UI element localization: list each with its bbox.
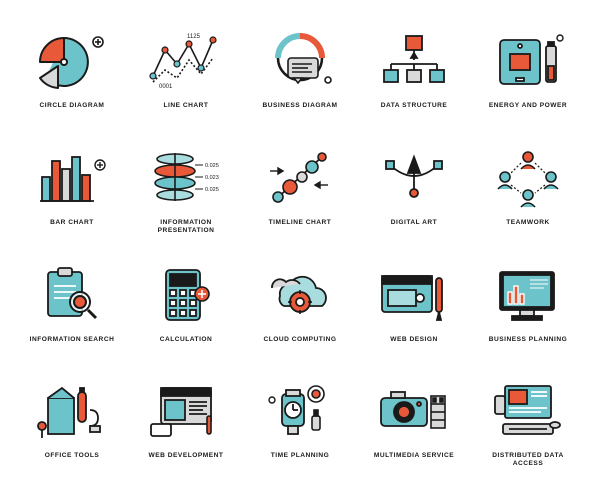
label: INFORMATIONPRESENTATION (158, 219, 215, 235)
cell-data-structure: DATA STRUCTURE (360, 24, 468, 127)
timeline-chart-icon (258, 141, 342, 215)
label: CLOUD COMPUTING (263, 336, 336, 344)
cell-business-diagram: BUSINESS DIAGRAM (246, 24, 354, 127)
digital-art-icon (372, 141, 456, 215)
label: BUSINESS PLANNING (489, 336, 567, 344)
label: BUSINESS DIAGRAM (262, 102, 337, 110)
label: WEB DEVELOPMENT (149, 452, 224, 460)
cell-circle-diagram: CIRCLE DIAGRAM (18, 24, 126, 127)
cell-information-presentation: 0.025 0.023 0.025 INFORMATIONPRESENTATIO… (132, 141, 240, 244)
information-presentation-icon: 0.025 0.023 0.025 (144, 141, 228, 215)
cell-line-chart: 1125 0001 LINE CHART (132, 24, 240, 127)
label: MULTIMEDIA SERVICE (374, 452, 454, 460)
cell-calculation: CALCULATION (132, 258, 240, 361)
cloud-computing-icon (258, 258, 342, 332)
label: BAR CHART (50, 219, 94, 227)
label: LINE CHART (164, 102, 209, 110)
cell-business-planning: BUSINESS PLANNING (474, 258, 582, 361)
label: TIMELINE CHART (269, 219, 332, 227)
cell-energy-and-power: ENERGY AND POWER (474, 24, 582, 127)
circle-diagram-icon (30, 24, 114, 98)
label: OFFICE TOOLS (45, 452, 100, 460)
cell-timeline-chart: TIMELINE CHART (246, 141, 354, 244)
cell-web-development: WEB DEVELOPMENT (132, 374, 240, 477)
cell-bar-chart: BAR CHART (18, 141, 126, 244)
icon-grid: CIRCLE DIAGRAM 1125 0001 LINE CHART (18, 24, 582, 477)
web-development-icon (144, 374, 228, 448)
energy-and-power-icon (486, 24, 570, 98)
distributed-data-access-icon (486, 374, 570, 448)
cell-information-search: INFORMATION SEARCH (18, 258, 126, 361)
cell-teamwork: TEAMWORK (474, 141, 582, 244)
information-search-icon (30, 258, 114, 332)
label: ENERGY AND POWER (489, 102, 567, 110)
time-planning-icon (258, 374, 342, 448)
svg-text:0.025: 0.025 (205, 163, 219, 169)
cell-web-design: WEB DESIGN (360, 258, 468, 361)
teamwork-icon (486, 141, 570, 215)
label: CALCULATION (160, 336, 213, 344)
cell-cloud-computing: CLOUD COMPUTING (246, 258, 354, 361)
multimedia-service-icon (372, 374, 456, 448)
cell-multimedia-service: MULTIMEDIA SERVICE (360, 374, 468, 477)
max-label: 1125 (187, 34, 201, 40)
business-planning-icon (486, 258, 570, 332)
min-label: 0001 (159, 84, 173, 90)
label: CIRCLE DIAGRAM (40, 102, 105, 110)
data-structure-icon (372, 24, 456, 98)
calculation-icon (144, 258, 228, 332)
office-tools-icon (30, 374, 114, 448)
business-diagram-icon (258, 24, 342, 98)
label: TIME PLANNING (271, 452, 330, 460)
line-chart-icon: 1125 0001 (144, 24, 228, 98)
svg-text:0.025: 0.025 (205, 187, 219, 193)
label: DIGITAL ART (391, 219, 437, 227)
web-design-icon (372, 258, 456, 332)
cell-digital-art: DIGITAL ART (360, 141, 468, 244)
label: TEAMWORK (506, 219, 550, 227)
bar-chart-icon (30, 141, 114, 215)
cell-office-tools: OFFICE TOOLS (18, 374, 126, 477)
svg-text:0.023: 0.023 (205, 175, 219, 181)
cell-distributed-data-access: DISTRIBUTED DATAACCESS (474, 374, 582, 477)
label: DISTRIBUTED DATAACCESS (492, 452, 564, 468)
label: INFORMATION SEARCH (30, 336, 115, 344)
label: WEB DESIGN (390, 336, 438, 344)
label: DATA STRUCTURE (381, 102, 448, 110)
cell-time-planning: TIME PLANNING (246, 374, 354, 477)
